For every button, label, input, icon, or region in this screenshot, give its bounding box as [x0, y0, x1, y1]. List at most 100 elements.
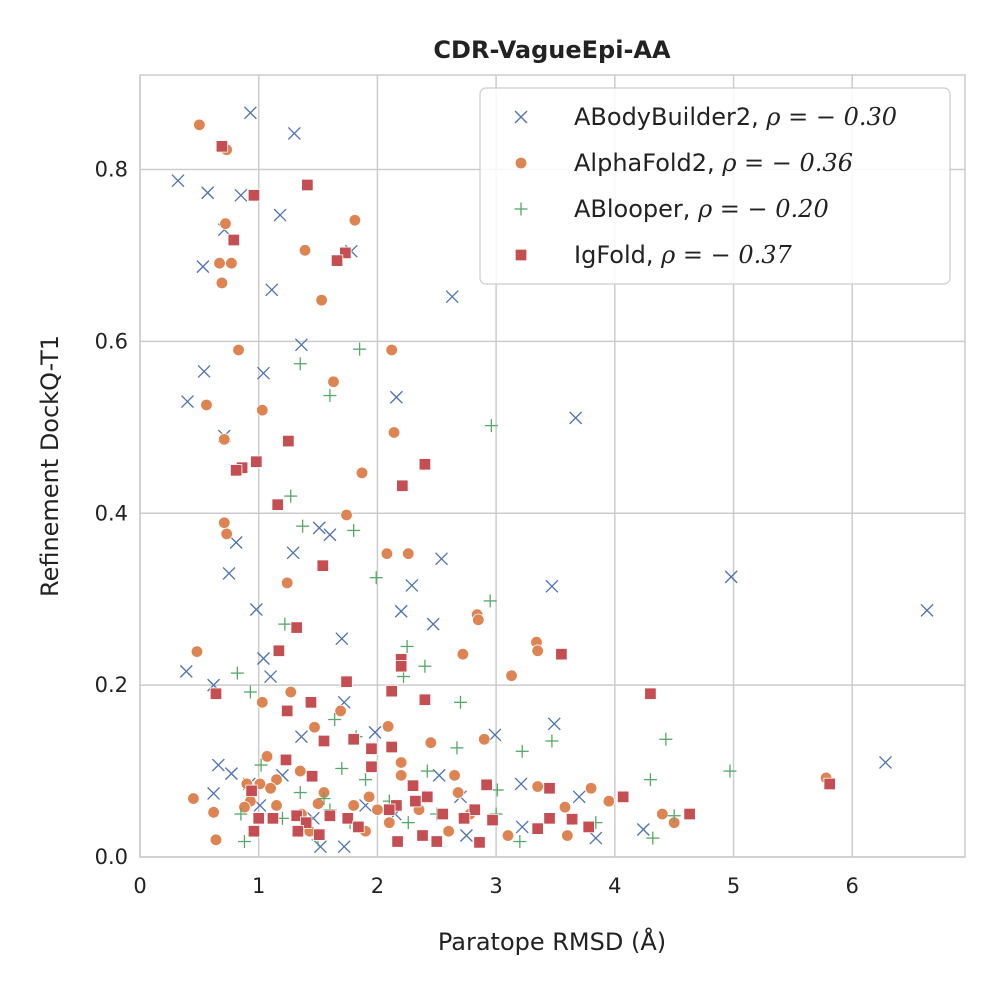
data-point — [337, 840, 351, 854]
data-point — [359, 773, 373, 787]
data-point — [243, 106, 257, 120]
data-point — [256, 696, 269, 709]
data-point — [459, 829, 473, 842]
data-point-stroke — [207, 678, 221, 692]
data-point-stroke — [545, 579, 559, 593]
data-point-stroke — [879, 756, 892, 769]
data-point — [394, 604, 408, 618]
legend-separator: , — [646, 241, 661, 269]
data-point — [353, 342, 367, 356]
data-point — [234, 807, 248, 821]
data-point — [290, 809, 303, 822]
data-point — [347, 799, 360, 812]
data-point — [341, 812, 354, 825]
data-point — [561, 829, 574, 842]
data-point — [430, 835, 443, 848]
data-point — [207, 786, 221, 800]
data-point — [230, 666, 244, 680]
data-point — [313, 840, 327, 854]
data-point — [486, 813, 499, 827]
data-point-stroke — [514, 777, 528, 791]
data-point — [256, 366, 270, 380]
data-point-stroke — [488, 728, 502, 742]
data-point — [418, 659, 432, 673]
data-point — [545, 734, 559, 748]
data-point — [301, 178, 314, 192]
data-point — [683, 807, 696, 821]
data-point — [252, 812, 265, 825]
data-point — [435, 552, 448, 566]
data-point — [483, 594, 497, 608]
data-point — [296, 519, 310, 533]
data-point — [238, 800, 251, 814]
data-point — [473, 836, 486, 849]
data-point — [457, 812, 471, 825]
data-point — [879, 756, 892, 769]
x-tick-label: 6 — [846, 874, 859, 898]
data-point — [293, 357, 307, 371]
y-tick-label: 0.0 — [95, 845, 128, 869]
data-point — [589, 831, 603, 845]
data-point — [383, 803, 396, 816]
data-point — [219, 217, 232, 230]
data-point — [667, 809, 681, 823]
legend-series-name: ABlooper — [574, 195, 683, 223]
data-point-stroke — [211, 758, 225, 772]
legend-rho: ρ = − 0.37 — [660, 241, 792, 269]
data-point — [636, 823, 650, 836]
data-point — [371, 803, 384, 816]
data-point-stroke — [224, 767, 238, 781]
data-point-stroke — [405, 578, 419, 592]
data-point — [547, 717, 561, 731]
legend-entry-igfold: IgFold, ρ = − 0.37 — [574, 241, 793, 269]
data-point-stroke — [265, 283, 279, 297]
data-point-stroke — [249, 603, 263, 616]
data-point — [260, 750, 274, 763]
data-point — [454, 695, 468, 709]
data-point — [278, 617, 292, 631]
data-point — [514, 777, 528, 791]
data-point — [330, 254, 344, 267]
data-point-stroke — [234, 188, 248, 202]
data-point — [365, 742, 378, 755]
data-point — [426, 617, 440, 631]
data-point — [616, 790, 630, 803]
data-point — [220, 527, 233, 541]
x-axis-label: Paratope RMSD (Å) — [438, 927, 666, 956]
data-point — [294, 338, 308, 352]
data-point — [294, 730, 308, 744]
legend-marker-igfold — [514, 248, 528, 262]
data-point — [250, 455, 263, 468]
data-point — [347, 523, 361, 537]
data-point — [380, 547, 394, 560]
data-point — [451, 786, 465, 799]
data-point — [211, 758, 225, 772]
data-point — [480, 778, 493, 791]
data-point — [335, 632, 349, 646]
data-point — [391, 835, 404, 848]
data-point-stroke — [432, 768, 446, 782]
data-point — [490, 783, 504, 797]
data-point-stroke — [636, 823, 650, 836]
legend-entry-alphafold2: AlphaFold2, ρ = − 0.36 — [574, 149, 853, 177]
data-point — [352, 820, 365, 834]
data-point — [308, 721, 321, 734]
legend-series-name: AlphaFold2 — [574, 149, 707, 177]
y-tick-label: 0.2 — [95, 673, 128, 697]
data-point — [327, 375, 340, 388]
data-point — [400, 639, 414, 653]
data-point-stroke — [243, 106, 257, 120]
data-point — [513, 835, 527, 849]
data-point — [229, 536, 243, 549]
data-point-stroke — [222, 566, 236, 580]
series-abodybuilder2 — [171, 106, 934, 854]
data-point — [196, 260, 210, 274]
data-point — [405, 578, 419, 592]
data-point — [224, 767, 238, 781]
data-point — [409, 794, 422, 808]
data-point — [323, 389, 337, 403]
data-point — [328, 713, 342, 727]
data-point — [488, 728, 502, 742]
data-point — [381, 720, 395, 733]
